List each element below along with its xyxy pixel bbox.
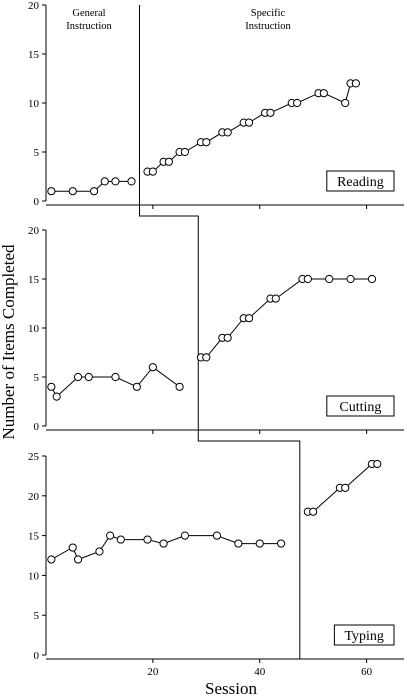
typing-y-tick-label: 10 xyxy=(28,570,40,582)
cutting-y-tick-label: 20 xyxy=(28,225,40,237)
typing-baseline-point xyxy=(106,531,115,540)
typing-baseline-point xyxy=(116,535,125,544)
cutting-baseline-point xyxy=(47,382,56,391)
cutting-baseline-point xyxy=(175,382,184,391)
cutting-y-tick-label: 10 xyxy=(28,323,40,335)
typing-baseline-point xyxy=(212,531,222,540)
cutting-baseline-point xyxy=(73,372,83,382)
reading-treatment-point xyxy=(341,98,350,108)
reading-y-tick-label: 0 xyxy=(34,196,40,208)
typing-treatment-point xyxy=(373,459,382,469)
typing-treatment-point xyxy=(309,507,318,516)
reading-panel-label: Reading xyxy=(337,175,384,190)
reading-panel-label-box xyxy=(326,170,395,192)
cutting-baseline-point xyxy=(52,392,61,401)
typing-panel-label: Typing xyxy=(344,629,383,644)
cutting-y-tick-label: 15 xyxy=(28,274,40,286)
reading-treatment-point xyxy=(148,167,157,176)
cutting-panel-label-box xyxy=(326,395,395,417)
cutting-panel-label: Cutting xyxy=(339,400,381,415)
typing-baseline-line xyxy=(51,534,282,561)
reading-treatment-point xyxy=(319,89,328,98)
reading-baseline-point xyxy=(68,187,77,196)
x-tick-label: 20 xyxy=(147,666,159,678)
cutting-baseline-point xyxy=(132,382,141,391)
reading-baseline-point xyxy=(100,177,109,186)
reading-treatment-point xyxy=(164,157,173,166)
phase-label-baseline-line1: General xyxy=(72,8,105,19)
typing-baseline-point xyxy=(95,547,104,556)
typing-baseline-point xyxy=(47,555,56,564)
reading-treatment-point xyxy=(244,118,254,127)
panels-layer: 0 5 10 15 20 Reading 0 5 10 15 20 Cutting 0 5 10 15 20 25… xyxy=(28,0,404,678)
typing-baseline-point xyxy=(277,539,286,548)
x-tick-label: 40 xyxy=(254,666,266,678)
phase-change-lines xyxy=(139,5,301,659)
typing-baseline-point xyxy=(234,539,243,548)
typing-y-tick-label: 0 xyxy=(34,650,40,662)
reading-treatment-point xyxy=(180,147,190,157)
typing-baseline-point xyxy=(255,539,264,548)
cutting-treatment-point xyxy=(367,274,377,284)
reading-treatment-point xyxy=(351,79,361,88)
phase-label-baseline-line2: Instruction xyxy=(66,21,112,32)
reading-baseline-point xyxy=(127,177,136,186)
reading-y-tick-label: 20 xyxy=(28,0,40,12)
cutting-treatment-point xyxy=(271,294,280,303)
reading-baseline-point xyxy=(89,187,99,196)
reading-baseline-point xyxy=(47,187,56,196)
cutting-y-tick-label: 5 xyxy=(34,372,40,384)
typing-baseline-point xyxy=(73,555,83,564)
cutting-treatment-point xyxy=(325,274,334,284)
phase-label-treatment-line2: Instruction xyxy=(245,21,291,32)
marks-layer xyxy=(47,79,382,564)
reading-treatment-point xyxy=(266,108,275,117)
cutting-treatment-point xyxy=(303,274,312,284)
reading-y-tick-label: 5 xyxy=(34,147,40,159)
typing-baseline-point xyxy=(159,539,168,548)
cutting-baseline-line xyxy=(50,366,180,398)
cutting-treatment-point xyxy=(346,274,355,284)
cutting-y-tick-label: 0 xyxy=(34,421,40,433)
cutting-treatment-point xyxy=(244,314,254,323)
cutting-baseline-point xyxy=(111,372,120,382)
typing-y-tick-label: 5 xyxy=(34,610,40,622)
cutting-treatment-point xyxy=(202,353,211,362)
typing-baseline-point xyxy=(68,543,77,552)
typing-panel-label-box xyxy=(333,624,395,646)
reading-y-tick-label: 15 xyxy=(28,49,40,61)
typing-baseline-point xyxy=(143,535,152,544)
reading-treatment-point xyxy=(202,138,211,147)
cutting-baseline-point xyxy=(84,372,93,382)
y-axis-title: Number of Items Completed xyxy=(0,244,18,439)
reading-treatment-point xyxy=(223,128,232,137)
typing-treatment-point xyxy=(341,483,350,492)
reading-baseline-point xyxy=(111,177,120,186)
reading-treatment-point xyxy=(293,98,302,108)
typing-y-tick-label: 15 xyxy=(28,531,40,543)
cutting-treatment-point xyxy=(223,333,232,342)
typing-y-tick-label: 25 xyxy=(28,451,40,463)
phase-change-line xyxy=(139,5,301,659)
x-tick-label: 60 xyxy=(361,666,373,678)
cutting-treatment-line xyxy=(201,278,372,358)
typing-baseline-point xyxy=(180,531,190,540)
typing-y-tick-label: 20 xyxy=(28,491,40,503)
cutting-baseline-point xyxy=(148,363,157,372)
x-axis-title: Session xyxy=(205,679,257,698)
phase-label-treatment-line1: Specific xyxy=(251,8,286,19)
reading-y-tick-label: 10 xyxy=(28,98,40,110)
